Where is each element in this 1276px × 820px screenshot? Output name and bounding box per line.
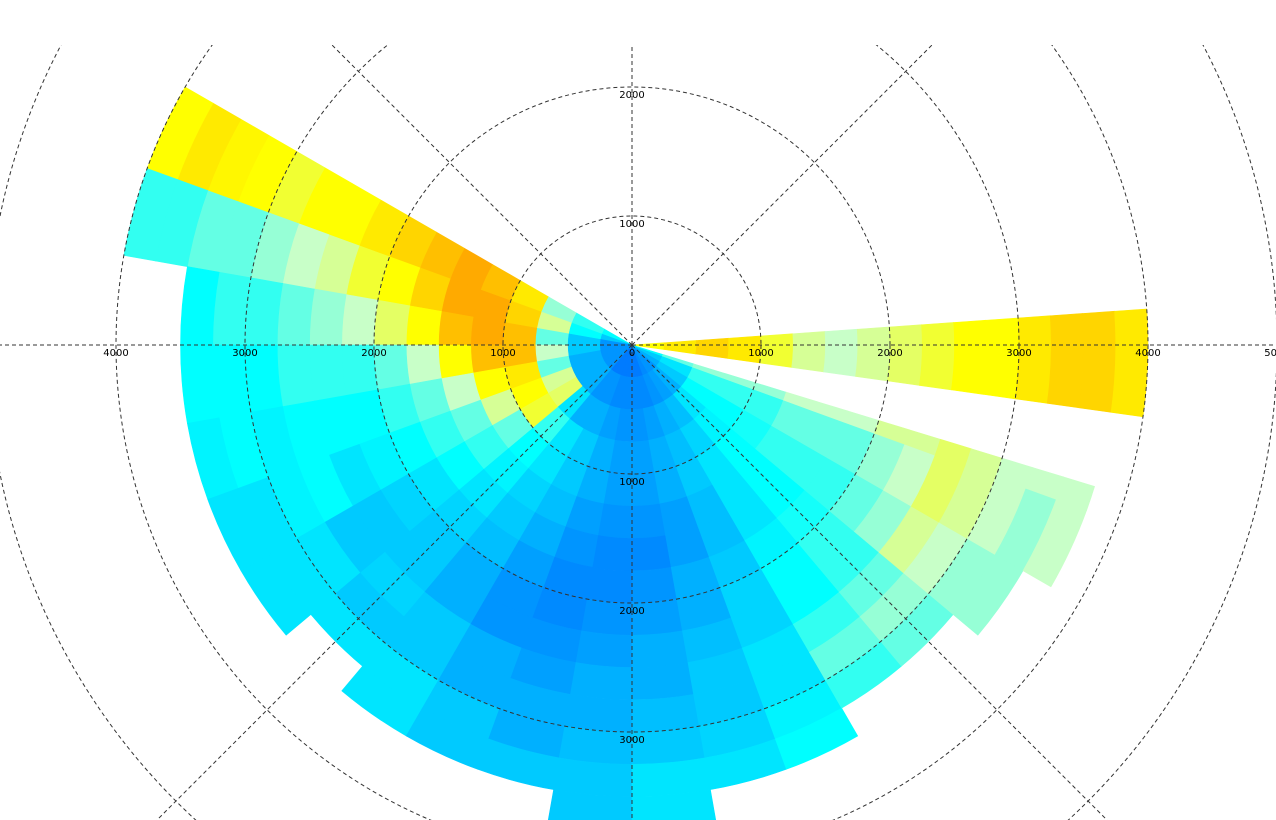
heatmap-cell (564, 694, 633, 733)
r-tick-label: 1000 (748, 348, 773, 359)
heatmap-cell (919, 322, 955, 391)
heatmap-cell (438, 344, 474, 379)
r-tick-label: 1000 (619, 477, 644, 488)
heatmap-cell (570, 662, 633, 701)
r-tick-label: 2000 (619, 90, 644, 101)
r-tick-label: 1000 (619, 219, 644, 230)
heatmap-cell (631, 789, 717, 820)
heatmap-cell (405, 344, 442, 385)
r-grid-circle (502, 215, 762, 475)
r-tick-label: 4000 (103, 348, 128, 359)
heatmap-cell (276, 283, 315, 346)
r-grid-circle (115, 45, 1149, 820)
r-grid-circle (244, 45, 1020, 733)
heatmap-cell (631, 598, 683, 636)
heatmap-cell (1110, 308, 1149, 418)
heatmap-cell (631, 503, 666, 539)
heatmap-cell (405, 305, 442, 346)
heatmap-cell (240, 554, 312, 636)
heatmap-cell (309, 344, 347, 402)
r-grid-circle (373, 86, 891, 604)
r-tick-label: 5000 (1264, 348, 1276, 359)
heatmap-cell (1055, 476, 1095, 511)
heatmap-cell (581, 598, 633, 636)
heatmap-cell (631, 662, 694, 701)
heatmap-cell (631, 535, 672, 572)
heatmap-cell (951, 319, 988, 395)
heatmap-cell (309, 288, 347, 346)
r-tick-label: 3000 (619, 735, 644, 746)
heatmap-cell (244, 277, 283, 346)
r-tick-label: 4000 (1135, 348, 1160, 359)
r-tick-label: 1000 (490, 348, 515, 359)
r-tick-label: 3000 (1006, 348, 1031, 359)
heatmap-cell (276, 344, 315, 407)
theta-grid-line (631, 344, 1108, 820)
r-tick-label: 2000 (619, 606, 644, 617)
heatmap-cell (598, 503, 633, 539)
r-tick-label: 3000 (232, 348, 257, 359)
theta-grid-line (156, 344, 633, 820)
heatmap-cell (823, 328, 859, 377)
heatmap-cell (586, 566, 633, 604)
heatmap-cell (547, 789, 633, 820)
r-tick-label: 2000 (361, 348, 386, 359)
heatmap-cell (1078, 310, 1117, 413)
heatmap-cell (341, 294, 379, 346)
heatmap-cell (791, 331, 826, 373)
heatmap-cell (775, 707, 859, 770)
tick-labels: 0 1000 1000 1000 1000 2000 2000 2000 2000 3000 300… (103, 90, 1276, 746)
r-tick-label: 2000 (877, 348, 902, 359)
r-tick-label: 0 (629, 348, 635, 359)
heatmap-cell (631, 630, 689, 668)
heatmap-cell (373, 299, 411, 346)
heatmap (123, 86, 1149, 820)
heatmap-cell (631, 694, 700, 733)
heatmap-cell (1014, 315, 1052, 404)
heatmap-cell (631, 566, 678, 604)
heatmap-cell (1046, 313, 1084, 409)
heatmap-cell (438, 311, 474, 346)
heatmap-cell (575, 630, 633, 668)
heatmap-cell (592, 535, 633, 572)
